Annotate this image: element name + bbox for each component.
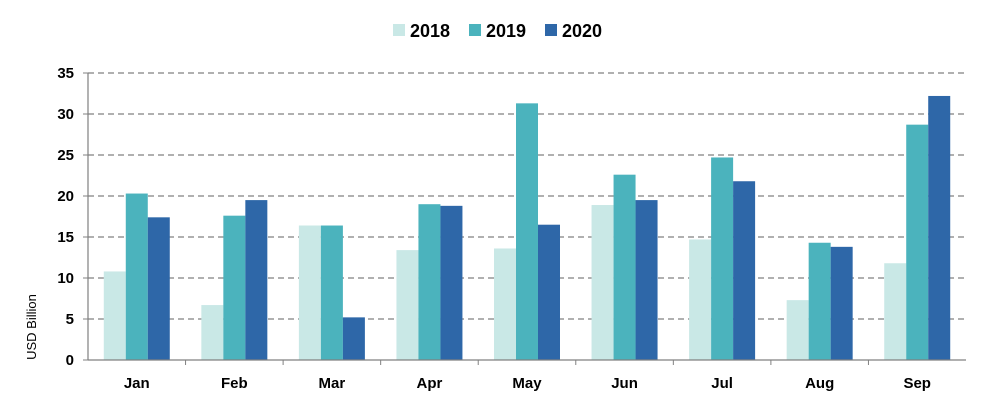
bar-2019-Jul [711, 157, 734, 360]
bar-2020-Sep [928, 95, 951, 361]
bar-2019-Aug [808, 242, 831, 360]
bar-2020-Jun [635, 200, 658, 360]
y-tick-label: 30 [57, 106, 74, 123]
bar-2018-Jun [591, 205, 614, 360]
bars [103, 95, 951, 361]
y-tick-label: 0 [66, 352, 74, 369]
x-tick-label: Jan [124, 375, 150, 392]
bar-2018-Jul [689, 239, 712, 360]
legend-label: 2018 [410, 21, 450, 41]
bar-2018-Sep [884, 263, 907, 360]
y-tick-label: 20 [57, 188, 74, 205]
y-tick-label: 10 [57, 270, 74, 287]
bar-2020-Feb [245, 200, 268, 360]
bar-2018-Jan [103, 271, 126, 360]
bar-2020-Apr [440, 205, 463, 360]
axes [87, 73, 966, 361]
bar-2019-Mar [320, 225, 343, 360]
bar-2020-Jan [147, 217, 170, 360]
y-tick-label: 5 [66, 311, 74, 328]
legend: 2018 2019 2020 [393, 21, 602, 41]
legend-label: 2020 [562, 21, 602, 41]
legend-item-2020: 2020 [545, 21, 602, 41]
bar-2020-May [538, 224, 560, 360]
y-tick-label: 15 [57, 229, 74, 246]
x-tick-label: Jun [611, 375, 638, 392]
x-tick-label: Apr [417, 375, 443, 392]
bar-2020-Jul [733, 181, 756, 360]
y-tick-label: 35 [57, 65, 74, 82]
bar-2018-Apr [396, 250, 419, 360]
legend-label: 2019 [486, 21, 526, 41]
x-tick-label: Jul [711, 375, 733, 392]
x-tick-labels: Jan Feb Mar Apr May Jun Jul Aug Sep [124, 360, 931, 392]
x-tick-label: Aug [805, 375, 834, 392]
bar-2019-May [516, 103, 538, 360]
x-tick-label: Sep [903, 375, 931, 392]
x-tick-label: May [512, 375, 542, 392]
legend-item-2019: 2019 [469, 21, 526, 41]
bar-2018-Feb [201, 305, 224, 360]
legend-swatch [393, 24, 405, 36]
y-axis-title: USD Billion [24, 294, 39, 360]
legend-item-2018: 2018 [393, 21, 450, 41]
bar-2019-Jun [613, 174, 636, 360]
bar-2020-Aug [830, 246, 853, 360]
legend-swatch [545, 24, 557, 36]
legend-swatch [469, 24, 481, 36]
y-tick-labels: 0 5 10 15 20 25 30 35 [57, 65, 74, 369]
bar-2019-Feb [223, 215, 246, 360]
bar-2018-May [494, 248, 516, 360]
bar-2019-Jan [125, 193, 148, 360]
bar-2018-Mar [298, 225, 321, 360]
x-tick-label: Feb [221, 375, 248, 392]
x-tick-label: Mar [319, 375, 346, 392]
bar-2019-Apr [418, 204, 441, 360]
bar-2020-Mar [342, 317, 365, 360]
bar-2019-Sep [906, 124, 929, 360]
y-tick-label: 25 [57, 147, 74, 164]
bar-2018-Aug [786, 300, 809, 360]
